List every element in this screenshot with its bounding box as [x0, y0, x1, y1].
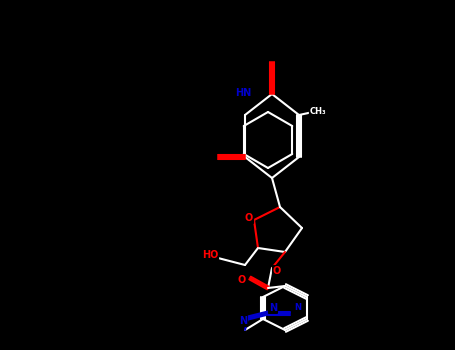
Text: N: N — [239, 316, 247, 326]
Text: O: O — [273, 266, 281, 276]
Text: CH₃: CH₃ — [310, 107, 326, 117]
Text: O: O — [238, 275, 246, 285]
Text: HN: HN — [235, 88, 251, 98]
Text: O: O — [245, 213, 253, 223]
Text: N: N — [269, 303, 277, 313]
Text: N: N — [294, 303, 302, 313]
Text: HO: HO — [202, 250, 218, 260]
